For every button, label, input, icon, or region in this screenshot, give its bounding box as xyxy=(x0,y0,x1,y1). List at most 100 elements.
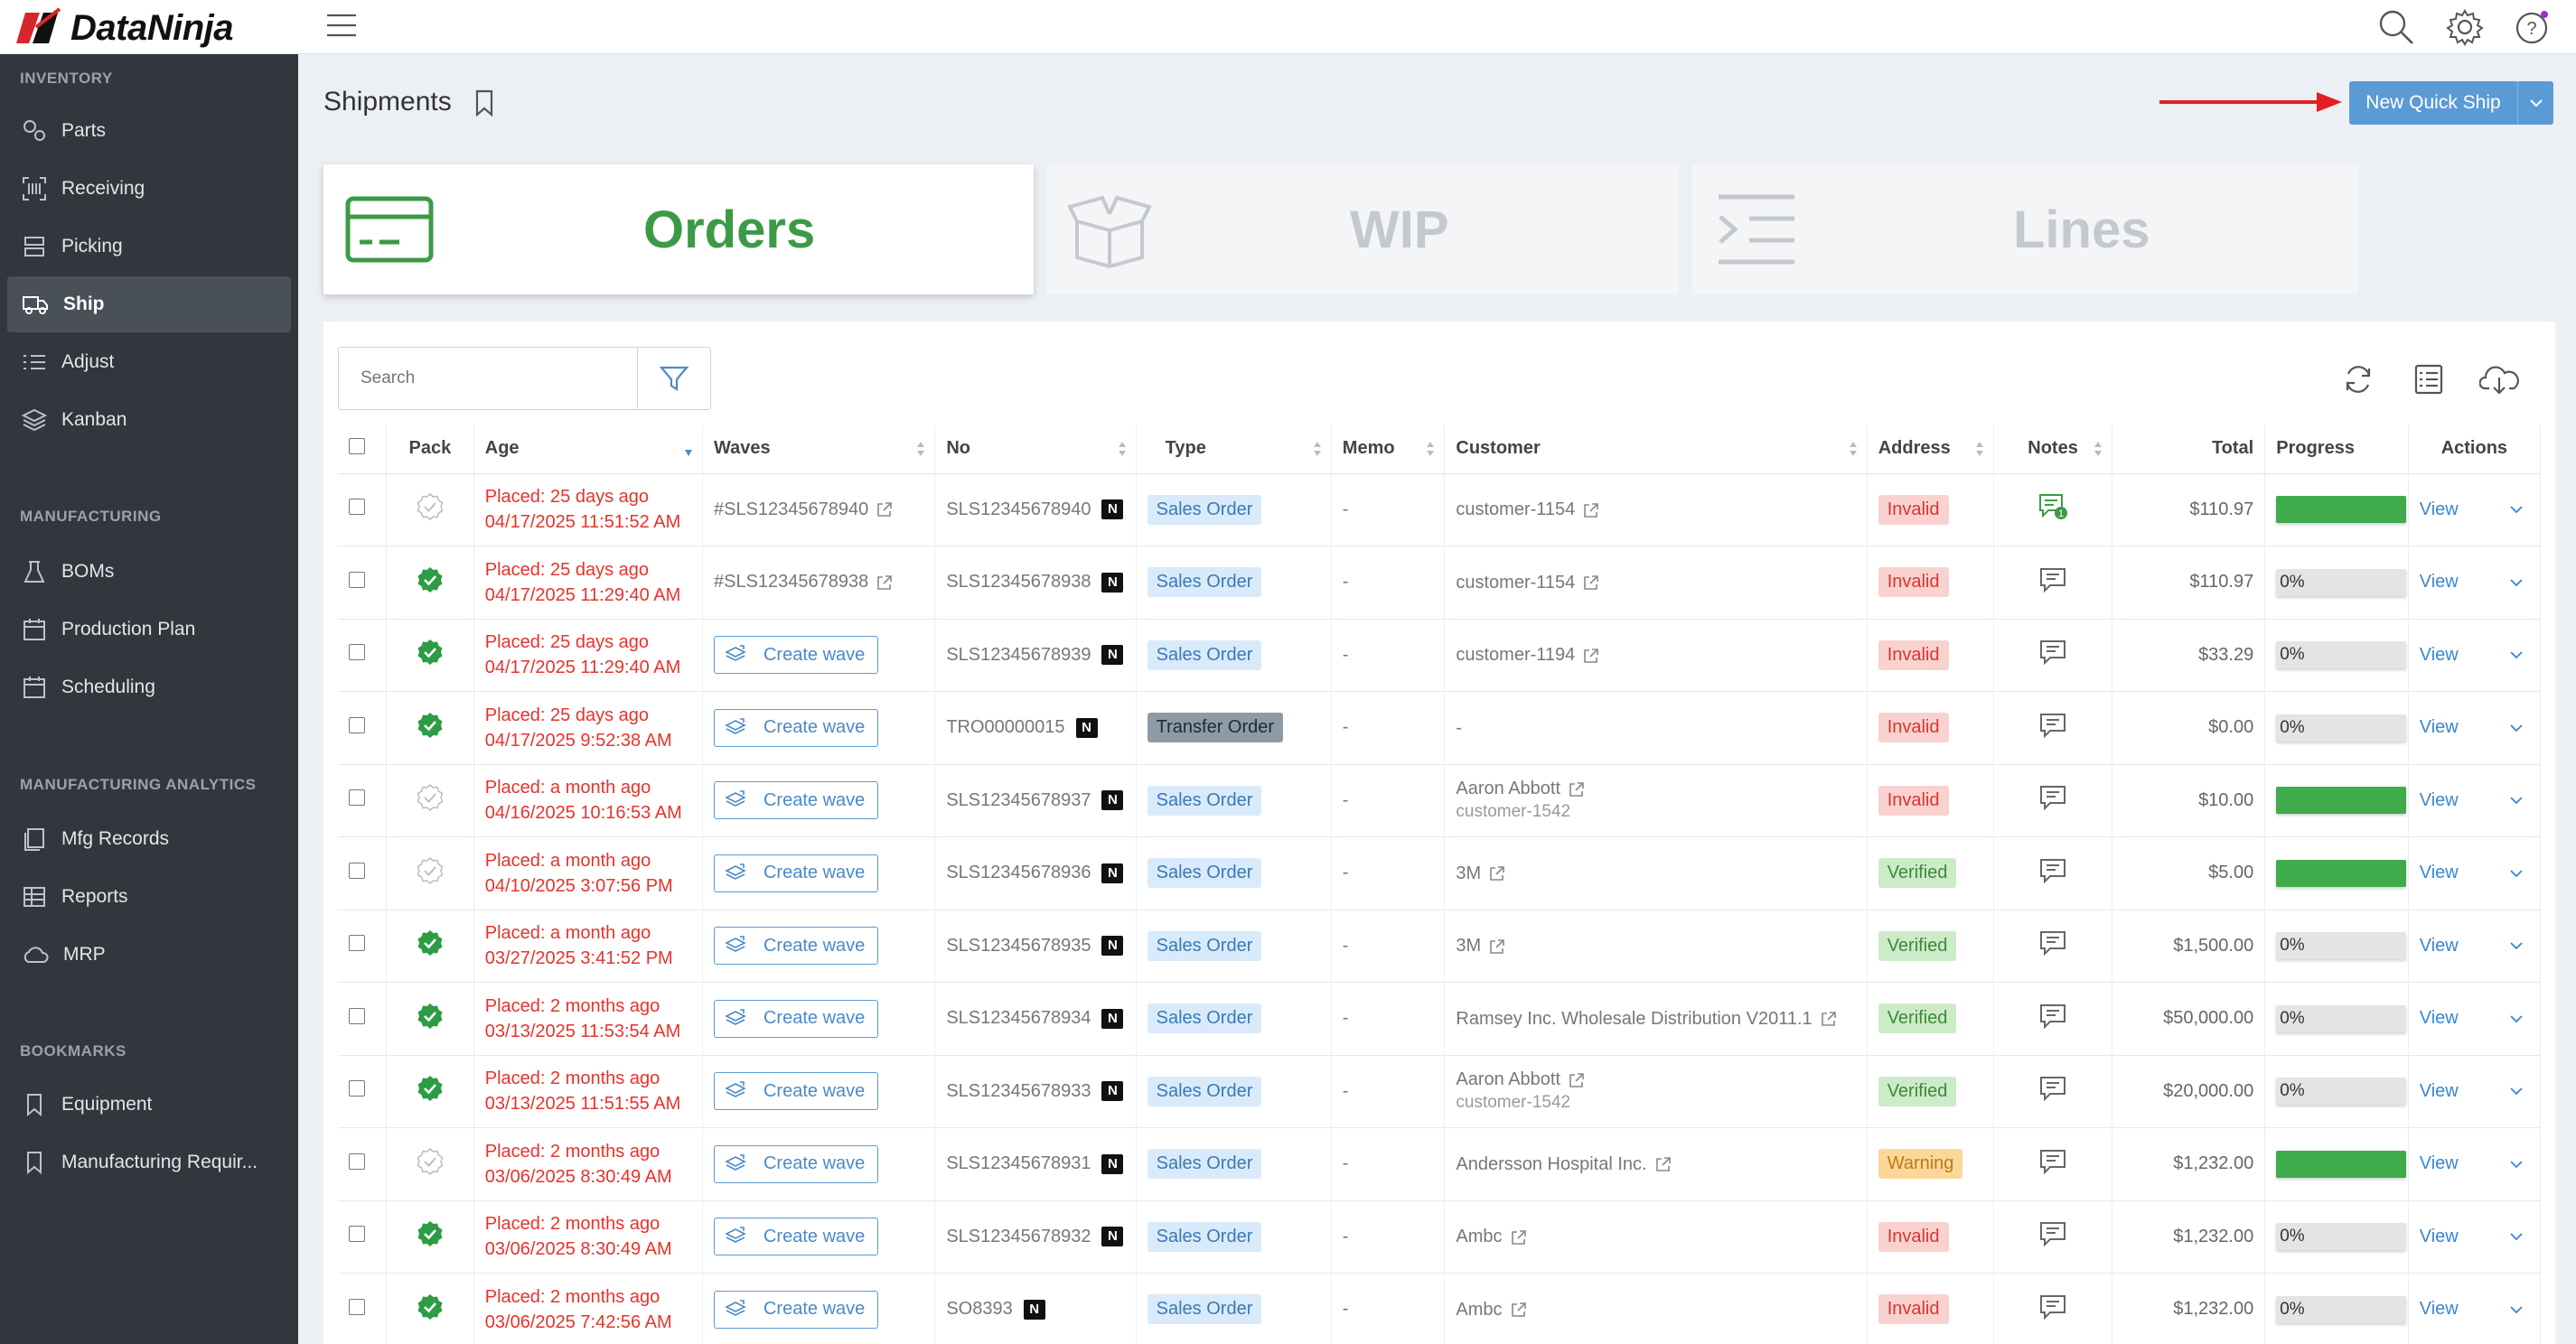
view-link[interactable]: View xyxy=(2419,789,2459,810)
view-link[interactable]: View xyxy=(2419,1080,2459,1101)
help-icon[interactable]: ? xyxy=(2512,7,2552,47)
order-number[interactable]: SLS12345678935 xyxy=(946,935,1091,956)
order-number[interactable]: SO8393 xyxy=(946,1299,1013,1320)
chevron-down-icon[interactable] xyxy=(2509,796,2524,805)
sidebar-item-mfg-records[interactable]: Mfg Records xyxy=(7,811,291,867)
search-input[interactable] xyxy=(338,347,638,410)
address-status-badge[interactable]: Verified xyxy=(1878,858,1957,889)
order-number[interactable]: SLS12345678934 xyxy=(946,1008,1091,1029)
menu-toggle-icon[interactable] xyxy=(325,9,358,42)
select-all-checkbox[interactable] xyxy=(349,437,365,454)
external-link-icon[interactable] xyxy=(1582,501,1600,519)
row-checkbox[interactable] xyxy=(349,1007,365,1024)
netsuite-n-icon[interactable]: N xyxy=(1101,1153,1124,1174)
sidebar-item-manufacturing-requirements[interactable]: Manufacturing Requir... xyxy=(7,1134,291,1190)
view-link[interactable]: View xyxy=(2419,1008,2459,1029)
external-link-icon[interactable] xyxy=(1820,1010,1838,1028)
netsuite-n-icon[interactable]: N xyxy=(1023,1299,1045,1320)
wave-link[interactable]: #SLS12345678940 xyxy=(713,499,869,519)
row-checkbox[interactable] xyxy=(349,1298,365,1315)
customer-name[interactable]: 3M xyxy=(1456,936,1482,957)
order-number[interactable]: SLS12345678939 xyxy=(946,644,1091,665)
netsuite-n-icon[interactable]: N xyxy=(1101,1081,1124,1102)
address-status-badge[interactable]: Invalid xyxy=(1878,1294,1949,1325)
gear-icon[interactable] xyxy=(2445,7,2485,47)
address-status-badge[interactable]: Invalid xyxy=(1878,639,1949,670)
notes-button[interactable] xyxy=(2037,856,2068,885)
address-status-badge[interactable]: Verified xyxy=(1878,930,1957,961)
notes-button[interactable] xyxy=(2037,1219,2068,1248)
notes-button[interactable] xyxy=(2037,929,2068,957)
sidebar-item-equipment[interactable]: Equipment xyxy=(7,1077,291,1133)
notes-button[interactable]: 1 xyxy=(2037,492,2068,521)
create-wave-button[interactable]: Create wave xyxy=(713,999,878,1038)
column-header-total[interactable]: Total xyxy=(2112,425,2266,474)
view-link[interactable]: View xyxy=(2419,935,2459,956)
table-row[interactable]: Placed: 2 months ago 03/06/2025 7:42:56 A… xyxy=(338,1273,2542,1344)
chevron-down-icon[interactable] xyxy=(2509,578,2524,587)
address-status-badge[interactable]: Invalid xyxy=(1878,567,1949,598)
order-number[interactable]: SLS12345678933 xyxy=(946,1080,1091,1101)
row-checkbox[interactable] xyxy=(349,862,365,879)
sidebar-item-ship[interactable]: Ship xyxy=(7,276,291,332)
view-link[interactable]: View xyxy=(2419,1226,2459,1246)
create-wave-button[interactable]: Create wave xyxy=(713,781,878,820)
external-link-icon[interactable] xyxy=(1510,1301,1528,1319)
chevron-down-icon[interactable] xyxy=(2509,1232,2524,1241)
column-header-pack[interactable]: Pack xyxy=(386,425,474,474)
notes-button[interactable] xyxy=(2037,565,2068,594)
row-checkbox[interactable] xyxy=(349,935,365,952)
sidebar-item-reports[interactable]: Reports xyxy=(7,869,291,925)
customer-name[interactable]: Ramsey Inc. Wholesale Distribution V2011… xyxy=(1456,1008,1813,1029)
create-wave-button[interactable]: Create wave xyxy=(713,708,878,747)
sidebar-item-boms[interactable]: BOMs xyxy=(7,544,291,600)
netsuite-n-icon[interactable]: N xyxy=(1101,790,1124,811)
address-status-badge[interactable]: Invalid xyxy=(1878,494,1949,525)
sidebar-item-mrp[interactable]: MRP xyxy=(7,927,291,983)
netsuite-n-icon[interactable]: N xyxy=(1075,717,1098,738)
table-row[interactable]: Placed: 25 days ago 04/17/2025 11:29:40 A… xyxy=(338,546,2542,620)
customer-name[interactable]: customer-1194 xyxy=(1456,645,1576,666)
column-header-age[interactable]: Age xyxy=(473,425,703,474)
create-wave-button[interactable]: Create wave xyxy=(713,927,878,966)
sidebar-item-parts[interactable]: Parts xyxy=(7,103,291,159)
external-link-icon[interactable] xyxy=(1488,864,1506,882)
customer-name[interactable]: Andersson Hospital Inc. xyxy=(1456,1153,1647,1174)
chevron-down-icon[interactable] xyxy=(2509,723,2524,733)
search-icon[interactable] xyxy=(2376,7,2416,47)
order-number[interactable]: SLS12345678937 xyxy=(946,789,1091,810)
external-link-icon[interactable] xyxy=(1582,574,1600,592)
view-link[interactable]: View xyxy=(2419,1153,2459,1174)
order-number[interactable]: SLS12345678936 xyxy=(946,863,1091,883)
notes-button[interactable] xyxy=(2037,1293,2068,1321)
column-header-address[interactable]: Address xyxy=(1867,425,1994,474)
order-number[interactable]: SLS12345678938 xyxy=(946,572,1091,593)
wave-link[interactable]: #SLS12345678938 xyxy=(713,572,869,593)
view-link[interactable]: View xyxy=(2419,644,2459,665)
tab-lines[interactable]: Lines xyxy=(1691,164,2358,294)
notes-button[interactable] xyxy=(2037,1074,2068,1103)
new-quick-ship-button[interactable]: New Quick Ship xyxy=(2349,81,2553,125)
table-row[interactable]: Placed: 2 months ago 03/13/2025 11:51:55 … xyxy=(338,1055,2542,1128)
customer-name[interactable]: customer-1154 xyxy=(1456,572,1576,593)
external-link-icon[interactable] xyxy=(1568,1071,1586,1089)
sidebar-item-scheduling[interactable]: Scheduling xyxy=(7,659,291,715)
row-checkbox[interactable] xyxy=(349,789,365,807)
row-checkbox[interactable] xyxy=(349,716,365,733)
create-wave-button[interactable]: Create wave xyxy=(713,636,878,675)
column-header-waves[interactable]: Waves xyxy=(702,425,936,474)
customer-name[interactable]: Aaron Abbott xyxy=(1456,1069,1561,1090)
netsuite-n-icon[interactable]: N xyxy=(1101,863,1124,883)
table-row[interactable]: Placed: a month ago 03/27/2025 3:41:52 PM… xyxy=(338,910,2542,983)
row-checkbox[interactable] xyxy=(349,644,365,661)
address-status-badge[interactable]: Warning xyxy=(1878,1149,1963,1180)
column-chooser-icon[interactable] xyxy=(2409,359,2449,399)
view-link[interactable]: View xyxy=(2419,717,2459,738)
chevron-down-icon[interactable] xyxy=(2517,81,2553,125)
chevron-down-icon[interactable] xyxy=(2509,1160,2524,1169)
customer-name[interactable]: customer-1154 xyxy=(1456,499,1576,520)
row-checkbox[interactable] xyxy=(349,1080,365,1097)
row-checkbox[interactable] xyxy=(349,499,365,516)
cloud-download-icon[interactable] xyxy=(2479,359,2519,399)
netsuite-n-icon[interactable]: N xyxy=(1101,499,1124,520)
